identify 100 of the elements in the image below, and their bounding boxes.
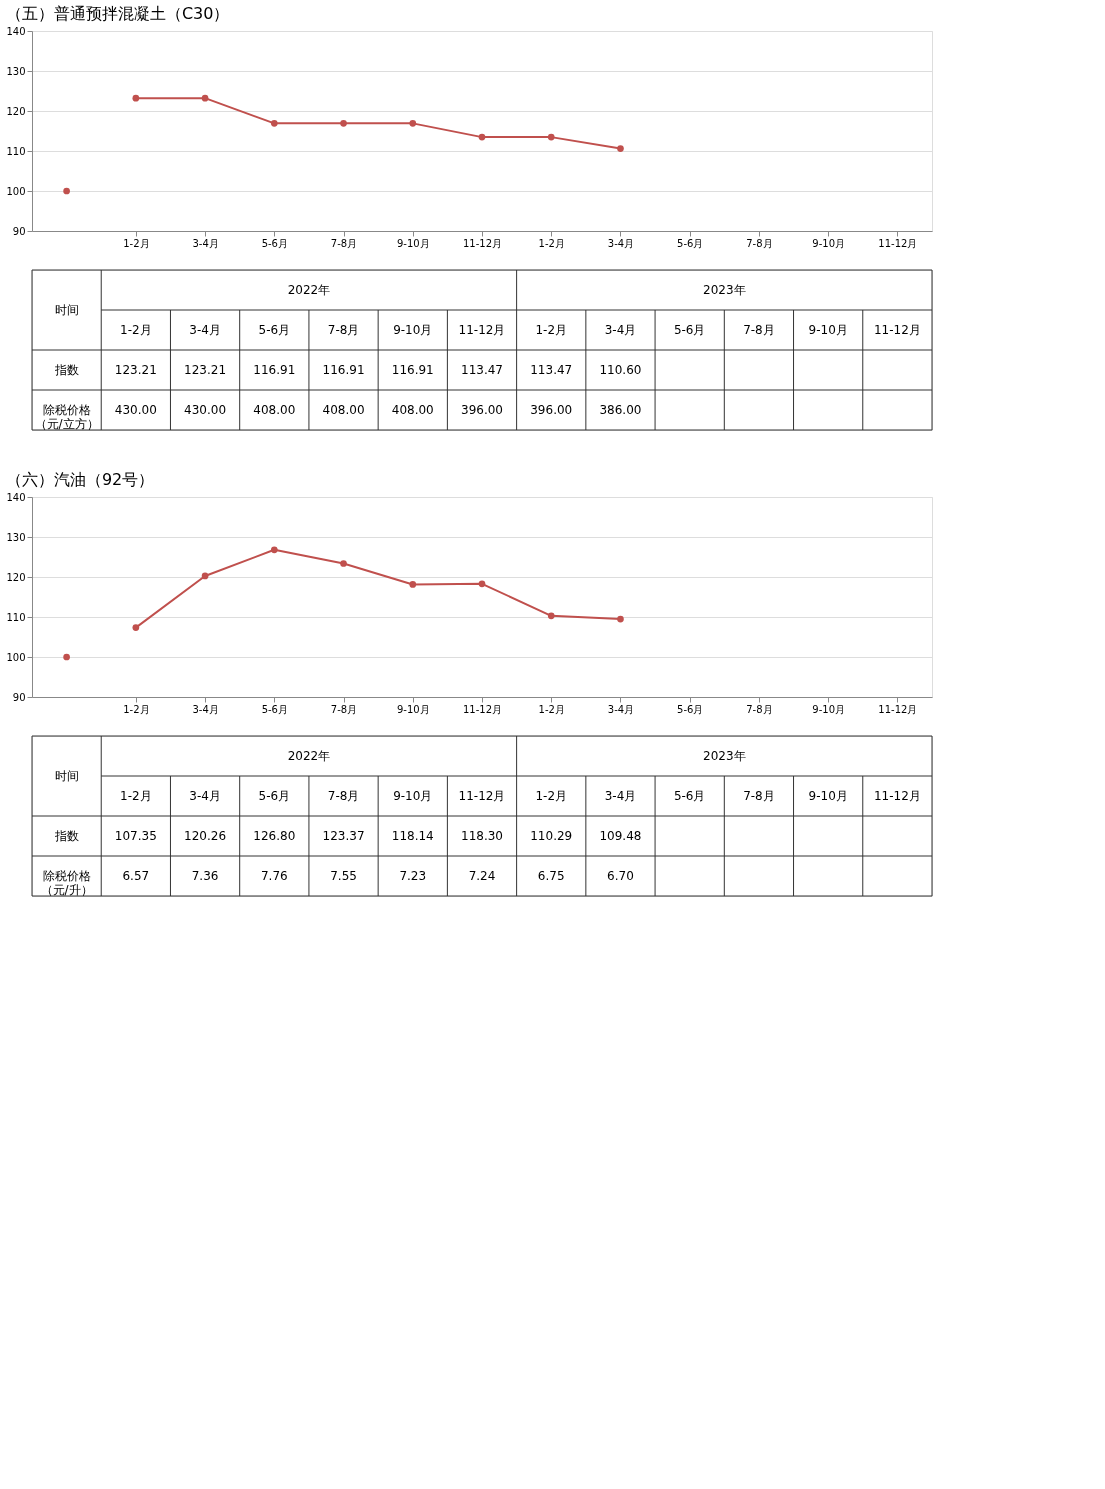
category-label: 7-8月 xyxy=(327,789,360,803)
category-label: 9-10月 xyxy=(808,323,848,337)
x-tick-label: 5-6月 xyxy=(677,703,704,715)
x-tick-label: 11-12月 xyxy=(462,237,503,249)
x-tick-label: 9-10月 xyxy=(812,703,846,715)
category-label: 3-4月 xyxy=(189,789,221,803)
category-label: 1-2月 xyxy=(120,323,152,337)
point xyxy=(409,120,417,127)
x-tick-label: 5-6月 xyxy=(261,703,288,715)
x-tick-label: 7-8月 xyxy=(746,703,773,715)
data-label: 109.48 xyxy=(599,829,642,843)
data-label: 120.26 xyxy=(184,829,227,843)
x-tick-label: 3-4月 xyxy=(607,237,635,249)
x-tick-label: 3-4月 xyxy=(192,703,219,715)
y-tick-label: 110 xyxy=(6,145,26,157)
category-label: 3-4月 xyxy=(604,789,637,803)
y-tick-label: 100 xyxy=(6,185,26,197)
data-label: 110.60 xyxy=(599,363,642,377)
category-label: 3-4月 xyxy=(604,323,637,337)
text: 7.76 xyxy=(260,869,288,883)
x-tick-label: 11-12月 xyxy=(462,703,503,715)
text: 408.00 xyxy=(322,403,365,417)
text: 7.55 xyxy=(330,869,357,883)
y-tick-label: 120 xyxy=(6,105,26,117)
point xyxy=(132,94,140,102)
point xyxy=(201,572,209,580)
category-label: 5-6月 xyxy=(258,323,291,337)
category-label: 9-10月 xyxy=(393,789,433,803)
data-label: 116.91 xyxy=(322,363,365,377)
x-tick-label: 1-2月 xyxy=(538,237,565,249)
category-label: 11-12月 xyxy=(873,323,921,337)
data-label: 123.37 xyxy=(322,829,365,843)
category-label: 1-2月 xyxy=(535,323,568,337)
category-label: 3-4月 xyxy=(189,323,221,337)
data-label: 126.80 xyxy=(253,829,296,843)
text: 408.00 xyxy=(253,403,296,417)
x-tick-label: 3-4月 xyxy=(192,237,219,249)
category-label: 1-2月 xyxy=(535,789,568,803)
data-label: 123.21 xyxy=(184,363,227,377)
y-tick-label: 120 xyxy=(6,571,26,583)
x-tick-label: 1-2月 xyxy=(123,703,150,715)
text: 408.00 xyxy=(391,403,434,417)
text: 2022年 xyxy=(287,283,331,297)
y-tick-label: 130 xyxy=(6,531,26,543)
text: 2023年 xyxy=(703,283,746,297)
x-tick-label: 9-10月 xyxy=(396,703,430,715)
x-tick-label: 11-12月 xyxy=(878,703,918,715)
x-tick-label: 11-12月 xyxy=(878,237,918,249)
point xyxy=(63,187,70,195)
x-tick-label: 5-6月 xyxy=(677,237,704,249)
text: 指数 xyxy=(53,363,79,377)
text: 2023年 xyxy=(703,749,746,763)
text: 除税价格（元/立方） xyxy=(34,403,99,431)
y-tick-label: 90 xyxy=(12,225,26,237)
text: 430.00 xyxy=(114,403,157,417)
point xyxy=(547,133,555,141)
data-label: 107.35 xyxy=(114,829,157,843)
x-tick-label: 9-10月 xyxy=(396,237,430,249)
x-tick-label: 9-10月 xyxy=(812,237,846,249)
data-label: 116.91 xyxy=(253,363,296,377)
category-label: 11-12月 xyxy=(458,323,506,337)
text: 7.24 xyxy=(468,869,496,883)
text: 2022年 xyxy=(287,749,331,763)
y-tick-label: 110 xyxy=(6,611,26,623)
text: 386.00 xyxy=(599,403,642,417)
text: 7.23 xyxy=(399,869,427,883)
category-label: 7-8月 xyxy=(743,323,775,337)
point xyxy=(547,612,555,620)
category-label: 11-12月 xyxy=(458,789,506,803)
point xyxy=(201,94,209,102)
text: 7.36 xyxy=(191,869,219,883)
text: 时间 xyxy=(54,303,79,317)
x-tick-label: 7-8月 xyxy=(746,237,773,249)
category-label: 7-8月 xyxy=(327,323,360,337)
text: 6.75 xyxy=(537,869,565,883)
text: 396.00 xyxy=(530,403,573,417)
x-tick-label: 7-8月 xyxy=(330,237,358,249)
data-label: 123.21 xyxy=(114,363,157,377)
category-label: 9-10月 xyxy=(808,789,848,803)
category-label: 5-6月 xyxy=(673,789,706,803)
point xyxy=(132,624,140,631)
data-label: 113.47 xyxy=(530,363,573,377)
x-tick-label: 1-2月 xyxy=(123,237,150,249)
category-label: 7-8月 xyxy=(743,789,775,803)
y-tick-label: 90 xyxy=(12,691,26,703)
x-tick-label: 7-8月 xyxy=(330,703,358,715)
x-tick-label: 1-2月 xyxy=(538,703,565,715)
point xyxy=(63,653,70,661)
y-tick-label: 130 xyxy=(6,65,26,77)
point xyxy=(340,120,347,127)
chart-title: （五）普通预拌混凝土（C30） xyxy=(5,4,230,23)
data-label: 118.30 xyxy=(461,829,503,843)
text: 时间 xyxy=(54,769,79,783)
point xyxy=(340,560,347,567)
point xyxy=(270,546,278,554)
point xyxy=(617,615,624,623)
category-label: 5-6月 xyxy=(258,789,291,803)
x-tick-label: 5-6月 xyxy=(261,237,288,249)
data-label: 110.29 xyxy=(530,829,573,843)
text: 除税价格（元/升） xyxy=(40,869,93,897)
